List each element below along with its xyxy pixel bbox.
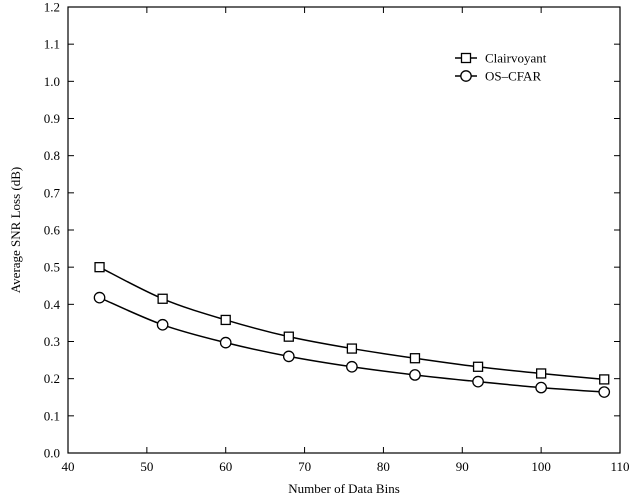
legend-label: Clairvoyant (485, 51, 547, 66)
y-tick-label: 0.9 (44, 111, 60, 126)
legend-circle-icon (460, 70, 472, 82)
x-tick-label: 90 (456, 459, 469, 474)
x-tick-label: 80 (377, 459, 390, 474)
x-tick-label: 40 (62, 459, 75, 474)
legend: Clairvoyant OS–CFAR (455, 51, 547, 84)
data-point-marker (157, 293, 168, 304)
data-point-marker (346, 343, 358, 354)
legend-square-icon (460, 52, 472, 64)
x-tick-label: 50 (140, 459, 153, 474)
y-tick-label: 0.0 (44, 446, 60, 461)
data-point-marker (220, 314, 231, 326)
data-point-marker (409, 369, 421, 381)
y-tick-label: 0.2 (44, 371, 60, 386)
data-point-marker (282, 350, 295, 363)
x-tick-label: 110 (610, 459, 629, 474)
data-point-marker (409, 353, 421, 364)
x-tick-label: 60 (219, 459, 232, 474)
data-point-marker (599, 374, 610, 385)
data-point-marker (346, 360, 358, 373)
x-axis-label: Number of Data Bins (288, 481, 400, 496)
data-point-marker (472, 375, 484, 388)
data-point-marker (283, 331, 294, 342)
y-axis-label: Average SNR Loss (dB) (8, 167, 23, 294)
data-point-marker (94, 262, 105, 273)
x-tick-label: 70 (298, 459, 311, 474)
y-tick-label: 1.0 (44, 74, 60, 89)
y-tick-label: 0.8 (44, 148, 60, 163)
data-point-marker (535, 381, 547, 394)
y-tick-label: 0.7 (44, 185, 61, 200)
y-tick-label: 0.4 (44, 297, 61, 312)
y-tick-label: 1.1 (44, 37, 60, 52)
series-line (99, 266, 605, 381)
series-clairvoyant (94, 262, 610, 385)
y-tick-label: 0.5 (44, 260, 60, 275)
data-point-marker (156, 318, 169, 331)
x-tick-label: 100 (531, 459, 551, 474)
series (93, 262, 611, 398)
legend-label: OS–CFAR (485, 69, 541, 84)
y-tick-label: 1.2 (44, 0, 60, 15)
data-point-marker (535, 368, 547, 379)
data-point-marker (472, 361, 484, 372)
y-tick-label: 0.6 (44, 223, 61, 238)
data-point-marker (219, 336, 232, 349)
series-os-cfar (93, 291, 611, 398)
y-tick-label: 0.3 (44, 334, 60, 349)
ticks: 40 50 60 70 80 90 100 110 0.0 0.1 0.2 0.3 0.4 0.5 0.6 0… (44, 0, 630, 474)
data-point-marker (598, 386, 611, 398)
y-tick-label: 0.1 (44, 408, 60, 423)
data-point-marker (93, 291, 106, 304)
